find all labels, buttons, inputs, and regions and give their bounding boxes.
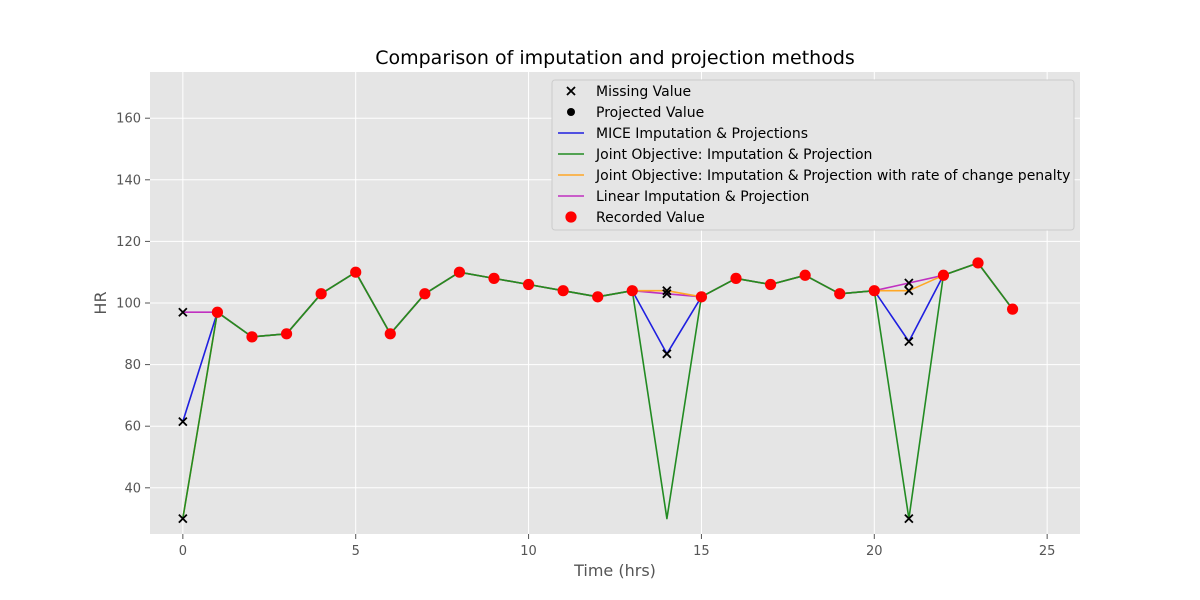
x-tick-label: 20 [866,544,883,559]
legend-swatch-missing [566,86,576,96]
missing-value-point [904,336,914,347]
legend-label: Joint Objective: Imputation & Projection [595,147,872,163]
recorded-value-point [972,257,984,269]
recorded-value-point [246,331,258,343]
recorded-value-point [488,272,500,284]
recorded-value-point [315,288,327,300]
missing-value-point [178,513,188,524]
recorded-value-point [384,328,396,340]
recorded-value-point [730,272,742,284]
y-axis-label: HR [91,291,110,314]
recorded-value-point [557,285,569,297]
recorded-value-point [350,266,362,278]
recorded-value-point [1006,303,1019,315]
x-tick-label: 15 [693,544,710,559]
x-tick-label: 25 [1039,544,1056,559]
legend-swatch-recorded [565,211,577,223]
y-tick-label: 80 [124,358,141,373]
x-tick-label: 5 [352,544,360,559]
grid [150,72,1080,534]
recorded-value-point [522,278,535,291]
legend-label: Missing Value [596,84,691,100]
missing-value-point [904,513,914,524]
y-tick-label: 100 [116,297,141,312]
missing-value-point [662,349,672,359]
missing-value-point [662,286,672,296]
recorded-value-point [764,278,777,291]
recorded-value-point [280,328,293,340]
recorded-value-point [453,266,466,278]
legend-box [551,79,1075,231]
legend: Missing Value Projected Value MICE Imputat… [551,79,1075,231]
missing-value-point [904,278,914,288]
recorded-value-point [834,288,846,300]
x-tick-label: 0 [179,544,187,559]
y-tick-label: 60 [124,420,141,435]
y-tick-label: 40 [124,481,141,496]
y-tick-label: 160 [116,112,141,127]
recorded-value-point [799,269,811,281]
legend-label: Linear Imputation & Projection [596,189,809,205]
recorded-value-point [626,285,638,297]
missing-value-point [904,286,914,296]
y-tick-label: 140 [116,173,141,188]
recorded-value-point [419,288,431,300]
missing-value-point [662,289,672,299]
x-axis-label: Time (hrs) [573,561,656,580]
y-tick-label: 120 [116,235,141,250]
x-tick-label: 10 [520,544,537,559]
recorded-value-point [211,306,224,318]
recorded-value-point [937,269,950,281]
recorded-value-point [868,285,880,297]
recorded-value-point [695,291,708,303]
chart-title: Comparison of imputation and projection … [375,47,855,69]
legend-label: Joint Objective: Imputation & Projection… [595,168,1070,184]
missing-value-point [178,307,188,317]
legend-label: MICE Imputation & Projections [596,126,808,142]
markers-layer [178,257,1019,524]
legend-label: Recorded Value [596,210,705,226]
ticks: 0 5 10 15 20 25 40 60 80 100 120 140 160 [116,112,1055,559]
recorded-value-point [592,291,604,303]
missing-value-point [178,416,188,427]
legend-label: Projected Value [596,105,704,121]
legend-swatch-projected [567,108,575,116]
